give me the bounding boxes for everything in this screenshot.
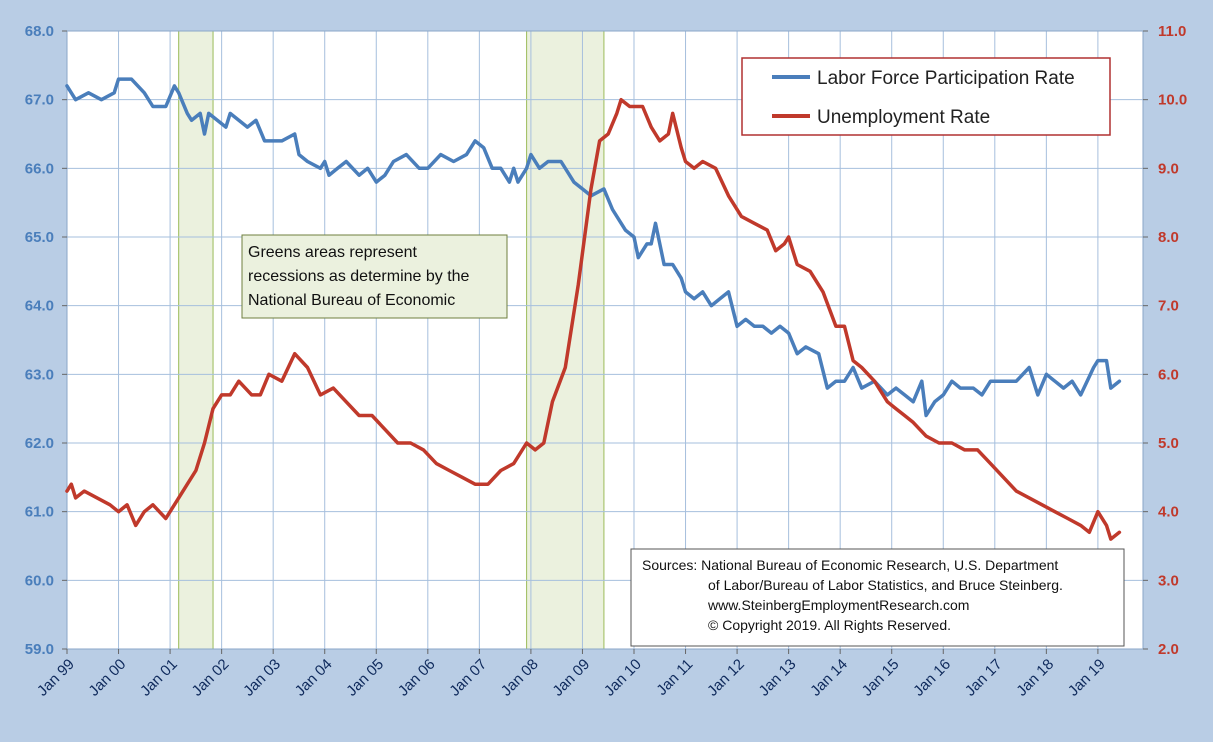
legend: Labor Force Participation Rate Unemploym… xyxy=(741,57,1111,136)
sources-line-3: www.SteinbergEmploymentResearch.com xyxy=(707,597,969,613)
y-left-tick-label: 59.0 xyxy=(25,641,54,658)
recession-note-line-2: recessions as determine by the xyxy=(248,268,470,285)
sources-line-2: of Labor/Bureau of Labor Statistics, and… xyxy=(708,577,1063,593)
x-tick-label: Jan 06 xyxy=(395,656,439,700)
y-right-tick-label: 11.0 xyxy=(1158,23,1186,40)
y-left-tick-label: 61.0 xyxy=(25,504,54,521)
x-tick-label: Jan 09 xyxy=(549,656,593,700)
x-tick-label: Jan 17 xyxy=(962,656,1006,700)
x-tick-label: Jan 15 xyxy=(859,656,903,700)
y-left-tick-label: 62.0 xyxy=(25,435,54,452)
x-tick-label: Jan 18 xyxy=(1013,656,1057,700)
x-tick-label: Jan 13 xyxy=(756,656,800,700)
y-left-tick-label: 63.0 xyxy=(25,366,54,383)
recession-band-2 xyxy=(526,30,605,650)
y-right-tick-label: 10.0 xyxy=(1158,92,1187,109)
recession-note-box xyxy=(241,234,508,319)
x-tick-label: Jan 05 xyxy=(343,656,387,700)
x-tick-label: Jan 02 xyxy=(189,656,233,700)
x-tick-label: Jan 11 xyxy=(653,656,696,699)
x-tick-label: Jan 07 xyxy=(446,656,490,700)
x-tick-label: Jan 10 xyxy=(601,656,645,700)
series-layer xyxy=(65,77,1122,541)
y-left-tick-label: 68.0 xyxy=(25,23,54,40)
sources-box-frame xyxy=(630,548,1125,647)
x-tick-label: Jan 08 xyxy=(498,656,542,700)
legend-label-unemployment: Unemployment Rate xyxy=(817,107,990,128)
sources-box: Sources: National Bureau of Economic Res… xyxy=(630,548,1125,647)
x-tick-label: Jan 99 xyxy=(34,656,78,700)
y-right-tick-label: 2.0 xyxy=(1158,641,1179,658)
y-right-tick-label: 8.0 xyxy=(1158,229,1179,246)
x-tick-label: Jan 01 xyxy=(137,656,181,700)
sources-line-4: © Copyright 2019. All Rights Reserved. xyxy=(708,617,951,633)
y-right-tick-label: 5.0 xyxy=(1158,435,1179,452)
plot-border xyxy=(66,30,1144,650)
y-right-tick-label: 7.0 xyxy=(1158,298,1179,315)
y-right-tick-label: 9.0 xyxy=(1158,160,1179,177)
y-left-tick-label: 64.0 xyxy=(25,298,54,315)
x-tick-label: Jan 04 xyxy=(292,656,336,700)
recession-band-1 xyxy=(178,30,214,650)
x-tick-label: Jan 12 xyxy=(704,656,748,700)
y-left-tick-label: 67.0 xyxy=(25,92,54,109)
legend-box xyxy=(741,57,1111,136)
y-left-tick-label: 66.0 xyxy=(25,160,54,177)
recession-note-line-1: Greens areas represent xyxy=(248,244,418,261)
sources-line-1: Sources: National Bureau of Economic Res… xyxy=(642,557,1058,573)
legend-label-lfpr: Labor Force Participation Rate xyxy=(817,68,1075,89)
recession-note: Greens areas represent recessions as det… xyxy=(241,234,508,319)
x-tick-label: Jan 14 xyxy=(807,656,851,700)
x-tick-label: Jan 16 xyxy=(910,656,954,700)
x-tick-label: Jan 00 xyxy=(85,656,129,700)
y-left-tick-label: 60.0 xyxy=(25,572,54,589)
x-tick-label: Jan 03 xyxy=(240,656,284,700)
recession-note-line-3: National Bureau of Economic xyxy=(248,292,455,309)
y-right-tick-label: 3.0 xyxy=(1158,572,1179,589)
y-right-tick-label: 4.0 xyxy=(1158,504,1179,521)
y-left-tick-label: 65.0 xyxy=(25,229,54,246)
x-tick-label: Jan 19 xyxy=(1065,656,1109,700)
series-line-unemployment xyxy=(65,97,1122,541)
series-line-labor-force-participation xyxy=(65,77,1122,418)
y-right-tick-label: 6.0 xyxy=(1158,366,1179,383)
